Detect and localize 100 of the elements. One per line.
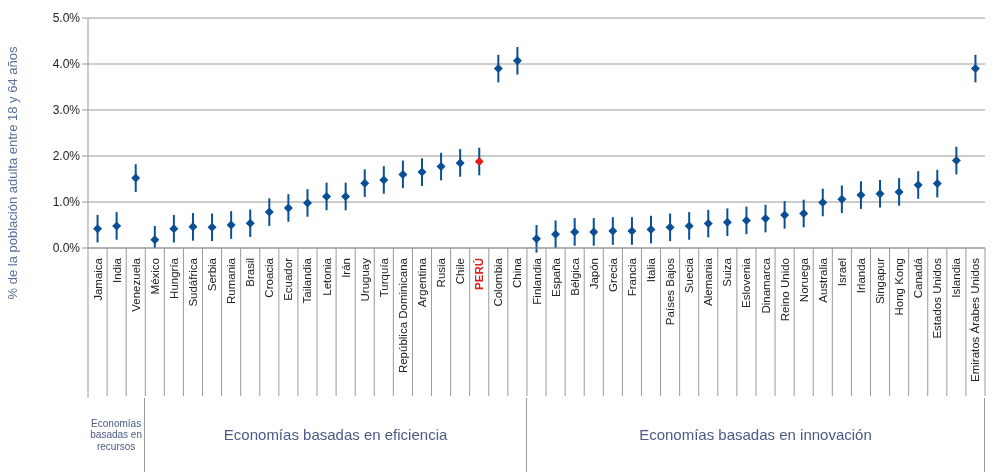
x-tick-label: Venezuela [129,257,142,312]
point [512,56,522,66]
point [150,235,160,245]
x-tick-label: Eslovenia [740,257,753,308]
point [493,64,503,74]
x-tick-label: Reino Unido [778,258,791,322]
x-tick-label: PERÚ [473,258,486,290]
x-tick-label: Argentina [415,257,428,308]
point [245,218,255,228]
x-tick-label: Noruega [797,257,810,303]
point [169,224,179,234]
x-tick-label: Finlandia [530,257,543,305]
point [684,221,694,231]
x-tick-label: Hong Kong [893,258,906,316]
point [93,224,103,234]
x-tick-label: Alemania [702,257,715,306]
point [608,226,618,236]
point [188,222,198,232]
x-tick-label: Australia [816,257,829,303]
x-tick-label: Singapur [874,257,887,305]
x-tick-label: República Dominicana [396,257,409,374]
text: Economías basadas en innovación [526,398,985,472]
x-tick-label: Bélgica [568,257,581,296]
point [207,222,217,232]
point [551,229,561,239]
x-tick-label: Canadá [912,257,925,299]
x-tick-label: India [110,257,123,283]
x-tick-label: Ecuador [282,257,295,301]
point [970,64,980,74]
point [741,215,751,225]
point [455,158,465,168]
x-tick-label: Emiratos Árabes Unidos [969,257,982,382]
point [951,156,961,166]
y-tick-label: 4.0% [52,57,81,72]
x-tick-label: Irlanda [854,257,867,294]
text: Economías basadas en recursos [88,398,146,472]
point [856,190,866,200]
x-tick-label: Tailandia [301,257,314,304]
x-tick-label: Jamaica [91,257,104,301]
point [360,178,370,188]
x-tick-label: México [148,258,161,295]
x-tick-label: Uruguay [358,257,371,302]
point [837,194,847,204]
point [131,173,141,183]
x-tick-label: Letonia [320,257,333,296]
x-tick-label: Rusia [435,257,448,288]
y-tick-label: 0.0% [52,241,81,256]
point [894,187,904,197]
point [264,207,274,217]
point [875,189,885,199]
x-tick-label: Irán [339,258,352,278]
x-tick-label: Suecia [683,257,696,294]
point [761,214,771,224]
x-tick-label: Hungría [167,257,180,299]
x-tick-label: Serbia [206,257,219,292]
x-tick-label: España [549,257,562,298]
x-tick-label: Rumania [225,257,238,305]
y-tick-label: 1.0% [52,195,81,210]
x-tick-label: Dinamarca [759,257,772,314]
x-tick-label: Brasil [244,258,257,287]
point [226,220,236,230]
x-tick-label: Japón [587,258,600,290]
x-tick-label: Francia [625,257,638,297]
x-tick-label: China [511,257,524,289]
x-tick-label: Croacia [263,257,276,298]
text: Economías basadas en eficiencia [145,398,527,472]
point [302,198,312,208]
point [341,191,351,201]
x-tick-label: Grecia [606,257,619,292]
x-tick-label: Países Bajos [664,257,677,326]
point [799,209,809,218]
point [474,157,484,167]
x-tick-label: Chile [454,258,467,285]
point [322,191,332,201]
point [532,234,541,244]
point [589,227,599,237]
x-tick-label: Suiza [721,257,734,287]
point [780,210,790,220]
point [932,179,942,189]
y-tick-label: 2.0% [52,149,81,164]
point [379,175,389,185]
point [665,222,675,232]
x-tick-label: Estados Unidos [931,257,944,339]
point [398,169,408,179]
point [703,219,713,229]
point [112,221,122,231]
point [627,226,637,236]
point [570,227,580,237]
point [283,203,293,213]
x-tick-label: Sudáfrica [186,257,199,307]
y-tick-label: 3.0% [52,103,81,118]
y-tick-label: 5.0% [52,11,81,26]
point [818,197,828,207]
point [722,217,732,227]
x-tick-label: Colombia [492,257,505,307]
point [417,167,427,177]
x-tick-label: Israel [835,258,848,287]
x-tick-label: Italia [645,257,658,283]
point [436,162,446,172]
x-tick-label: Turquía [377,257,390,298]
